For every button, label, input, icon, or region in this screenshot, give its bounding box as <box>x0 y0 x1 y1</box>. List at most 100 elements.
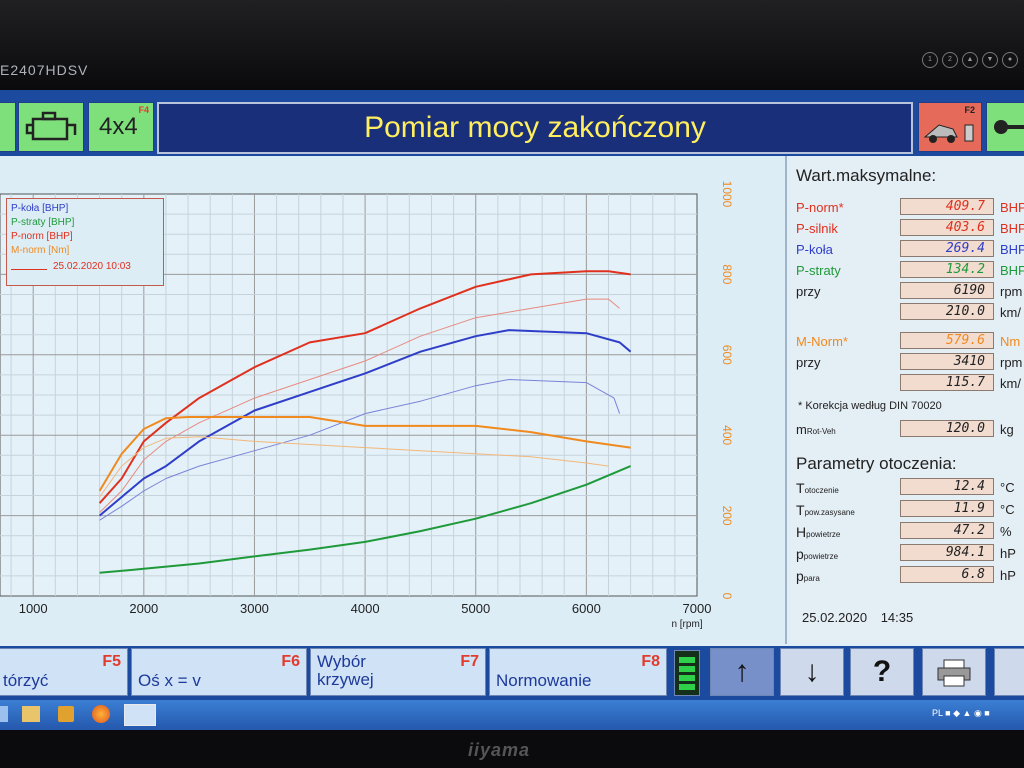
toolbar-button-partial[interactable] <box>994 648 1024 696</box>
scroll-down-button[interactable]: ↓ <box>780 648 844 696</box>
monitor-button[interactable]: ▼ <box>982 52 998 68</box>
key-button[interactable] <box>986 102 1024 152</box>
value-unit: BHP <box>1000 221 1024 236</box>
mass-value: 120.0 <box>900 420 994 437</box>
system-tray[interactable]: PL ■ ◆ ▲ ◉ ■ <box>932 708 990 718</box>
fkey-label: F2 <box>964 105 975 115</box>
value-unit: BHP <box>1000 263 1024 278</box>
time: 14:35 <box>880 610 914 625</box>
value-unit: °C <box>1000 502 1015 517</box>
title-bar: Pomiar mocy zakończony <box>157 102 913 154</box>
monitor-bezel-top: E2407HDSV 1 2 ▲ ▼ ● <box>0 0 1024 92</box>
chart-panel: 1000 2000 3000 4000 5000 6000 7000 n [rpm] 0 200 4… <box>0 156 787 644</box>
f8-button[interactable]: Normowanie F8 <box>489 648 667 696</box>
max-value-row: P-straty 134.2 BHP <box>796 261 1024 281</box>
value-unit: rpm <box>1000 284 1023 299</box>
ambient-row: Hpowietrze 47.2% <box>796 522 1024 542</box>
key-icon <box>994 120 1024 134</box>
start-button[interactable] <box>0 706 8 722</box>
monitor-button[interactable]: 2 <box>942 52 958 68</box>
x-tick-label: 3000 <box>240 601 269 616</box>
engine-icon <box>25 111 77 141</box>
f6-key: F6 <box>281 653 300 670</box>
max-value-row: P-norm* 409.7 BHP <box>796 198 1024 218</box>
legend-item: P-norm [BHP] <box>11 231 73 242</box>
y2-tick-label: 400 <box>720 425 734 445</box>
param-symbol: H <box>796 524 807 540</box>
param-subscript: pow.zasysane <box>804 508 855 517</box>
legend-item: P-koła [BHP] <box>11 203 69 214</box>
value-display: 403.6 <box>900 219 994 236</box>
level-indicator <box>674 650 700 696</box>
timestamp: 25.02.2020 14:35 <box>802 610 913 625</box>
series-line <box>99 379 621 521</box>
param-symbol: p <box>796 546 804 562</box>
f7-button[interactable]: Wybór krzywej F7 <box>310 648 486 696</box>
max-value-row: przy 6190 rpm <box>796 282 1024 302</box>
legend-line <box>11 269 47 270</box>
firefox-icon[interactable] <box>92 705 110 723</box>
f5-button[interactable]: tórzyć F5 <box>0 648 128 696</box>
series-line <box>99 298 620 513</box>
print-button[interactable] <box>922 648 986 696</box>
series-line <box>99 436 609 498</box>
value-display: 6.8 <box>900 566 994 583</box>
legend-date: 25.02.2020 10:03 <box>53 261 131 272</box>
page-title: Pomiar mocy zakończony <box>364 111 706 144</box>
toolbar-button-partial[interactable] <box>0 102 16 152</box>
value-unit: BHP <box>1000 242 1024 257</box>
f7-label: Wybór krzywej <box>317 652 374 689</box>
toolbar: 4x4 F4 Pomiar mocy zakończony F2 <box>0 100 1024 158</box>
value-display: 11.9 <box>900 500 994 517</box>
dyno-app-task[interactable] <box>124 704 156 726</box>
value-display: 210.0 <box>900 303 994 320</box>
value-label: P-koła <box>796 242 833 257</box>
monitor-button[interactable]: 1 <box>922 52 938 68</box>
y2-tick-label: 1000 <box>720 181 734 208</box>
max-value-row: 210.0 km/ <box>796 303 1024 323</box>
down-arrow-icon: ↓ <box>804 655 820 688</box>
monitor-button[interactable]: ● <box>1002 52 1018 68</box>
value-display: 115.7 <box>900 374 994 391</box>
x-tick-label: 1000 <box>19 601 48 616</box>
x-tick-label: 4000 <box>351 601 380 616</box>
explorer-icon[interactable] <box>22 706 40 722</box>
engine-button[interactable] <box>18 102 84 152</box>
value-display: 3410 <box>900 353 994 370</box>
up-arrow-icon: ↑ <box>734 655 750 688</box>
x-tick-label: 5000 <box>461 601 490 616</box>
value-unit: % <box>1000 524 1012 539</box>
param-subscript: otoczenie <box>804 486 839 495</box>
value-label: Hpowietrze <box>796 524 840 540</box>
value-display: 134.2 <box>900 261 994 278</box>
value-label: przy <box>796 284 821 299</box>
chart-legend: P-koła [BHP] P-straty [BHP] P-norm [BHP]… <box>6 198 164 286</box>
value-label: ppara <box>796 568 820 584</box>
value-unit: hP <box>1000 546 1016 561</box>
f5-key: F5 <box>102 653 121 670</box>
dyno-icon <box>923 124 974 143</box>
f8-key: F8 <box>641 653 660 670</box>
fkey-label: F4 <box>138 105 149 115</box>
media-player-icon[interactable] <box>58 706 74 722</box>
max-values-heading: Wart.maksymalne: <box>796 166 937 185</box>
value-label: ppowietrze <box>796 546 838 562</box>
printer-icon <box>937 659 971 687</box>
drive-4x4-button[interactable]: 4x4 F4 <box>88 102 154 152</box>
dyno-button[interactable]: F2 <box>918 102 982 152</box>
param-subscript: powietrze <box>806 530 841 539</box>
help-button[interactable]: ? <box>850 648 914 696</box>
results-panel: Wart.maksymalne: P-norm* 409.7 BHP P-silnik… <box>790 156 1024 644</box>
value-display: 579.6 <box>900 332 994 349</box>
value-unit: km/ <box>1000 376 1021 391</box>
value-label: P-norm* <box>796 200 844 215</box>
scroll-up-button[interactable]: ↑ <box>710 648 774 696</box>
value-display: 6190 <box>900 282 994 299</box>
f6-button[interactable]: Oś x = v F6 <box>131 648 307 696</box>
monitor-button[interactable]: ▲ <box>962 52 978 68</box>
main-content: 1000 2000 3000 4000 5000 6000 7000 n [rpm] 0 200 4… <box>0 156 1024 646</box>
torque-value-row: przy 3410 rpm <box>796 353 1024 373</box>
param-symbol: p <box>796 568 804 584</box>
param-subscript: para <box>803 574 820 583</box>
help-icon: ? <box>872 655 892 688</box>
